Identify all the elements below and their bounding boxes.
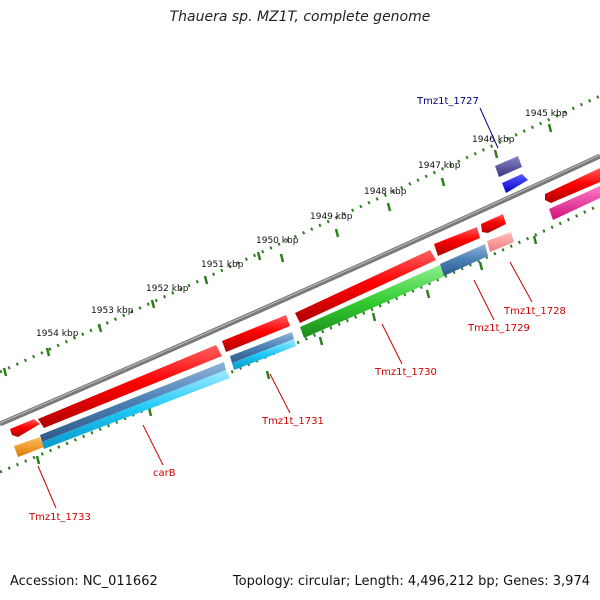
- gene-label-tmz1t-1730[interactable]: Tmz1t_1730: [374, 367, 437, 378]
- outer-major-ticks: [2, 123, 553, 377]
- inner-major-ticks: [35, 235, 538, 465]
- cds-red-carb: [38, 345, 222, 428]
- cds-red-1730: [295, 250, 436, 323]
- gene-label-tmz1t-1729[interactable]: Tmz1t_1729: [467, 323, 530, 334]
- kbp-label-1945: 1945 kbp: [525, 109, 568, 119]
- feature-track-lower: [14, 186, 600, 457]
- gene-label-carb[interactable]: carB: [153, 468, 176, 479]
- feature-orange-1733: [14, 437, 44, 457]
- inner-tick-arc: [0, 203, 600, 474]
- kbp-label-1949: 1949 kbp: [310, 212, 353, 222]
- kbp-label-1952: 1952 kbp: [146, 284, 189, 294]
- feature-navy-1727: [495, 156, 522, 177]
- feature-steel-carb: [40, 362, 226, 442]
- leader-lines: [37, 107, 533, 509]
- feature-green-1730: [300, 265, 445, 338]
- gene-label-tmz1t-1727[interactable]: Tmz1t_1727: [416, 96, 479, 107]
- kbp-label-1951: 1951 kbp: [201, 260, 244, 270]
- gene-label-tmz1t-1733[interactable]: Tmz1t_1733: [28, 512, 91, 523]
- gene-label-tmz1t-1728[interactable]: Tmz1t_1728: [503, 306, 566, 317]
- gene-label-tmz1t-1731[interactable]: Tmz1t_1731: [261, 416, 324, 427]
- kbp-label-1947: 1947 kbp: [418, 161, 461, 171]
- kbp-label-1948: 1948 kbp: [364, 187, 407, 197]
- kbp-label-1953: 1953 kbp: [91, 306, 134, 316]
- topology-text: Topology: circular; Length: 4,496,212 bp…: [232, 574, 590, 589]
- outer-tick-arc: [0, 94, 600, 374]
- kbp-label-1950: 1950 kbp: [256, 236, 299, 246]
- feature-magenta-right: [549, 186, 600, 220]
- cds-track-red: [10, 168, 600, 437]
- feature-cyan-1731: [232, 339, 296, 370]
- cds-red-right: [545, 168, 600, 203]
- cds-red-1729: [434, 227, 480, 256]
- feature-steel-1729: [440, 244, 488, 276]
- kbp-label-1954: 1954 kbp: [36, 329, 79, 339]
- map-title: Thauera sp. MZ1T, complete genome: [169, 9, 431, 25]
- genome-backbone: [0, 153, 600, 427]
- cds-red-1731: [222, 315, 290, 352]
- feature-cyan-carb: [42, 370, 230, 449]
- feature-pink-1728: [487, 232, 514, 252]
- feature-steel-1731: [230, 332, 294, 363]
- cds-blue-1727: [502, 174, 528, 193]
- kbp-label-1946: 1946 kbp: [472, 135, 515, 145]
- cds-red-1733: [10, 419, 40, 437]
- cds-red-1728: [481, 214, 506, 233]
- accession-text: Accession: NC_011662: [10, 574, 158, 589]
